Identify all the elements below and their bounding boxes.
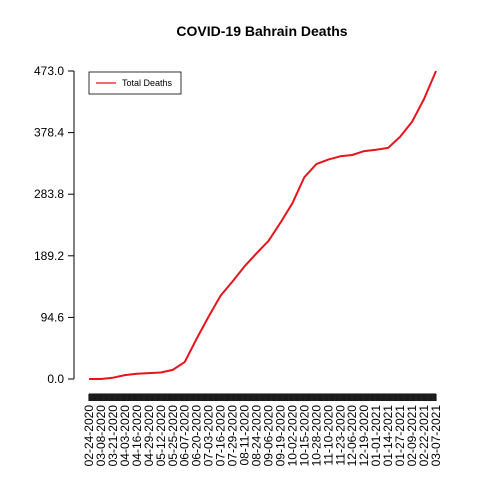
x-tick-label: 04-16-2020 [130, 405, 144, 467]
x-tick-label: 04-03-2020 [118, 405, 132, 467]
y-tick-label: 189.2 [34, 249, 64, 263]
legend-entry-total-deaths: Total Deaths [122, 78, 173, 88]
x-tick-label: 12-06-2020 [345, 405, 359, 467]
y-axis: 0.0 94.6 189.2 283.8 378.4 473.0 [34, 64, 75, 386]
x-tick-label: 03-08-2020 [94, 405, 108, 467]
y-tick-label: 473.0 [34, 64, 64, 78]
x-tick-label: 05-25-2020 [166, 405, 180, 467]
x-tick-label: 04-29-2020 [142, 405, 156, 467]
x-tick-label: 02-22-2021 [417, 405, 431, 467]
y-tick-label: 378.4 [34, 126, 64, 140]
series-layer [89, 70, 437, 380]
y-tick-label: 283.8 [34, 187, 64, 201]
x-axis: 02-24-202003-08-202003-21-202004-03-2020… [82, 393, 443, 467]
series-line-total-deaths [89, 70, 437, 380]
x-tick-label: 10-02-2020 [285, 405, 299, 467]
y-tick-label: 94.6 [41, 310, 65, 324]
x-tick-label: 03-21-2020 [106, 405, 120, 467]
x-tick-label: 02-24-2020 [82, 405, 96, 467]
chart-title: COVID-19 Bahrain Deaths [176, 23, 347, 39]
x-tick-label: 05-12-2020 [154, 405, 168, 467]
x-tick-label: 08-24-2020 [250, 405, 264, 467]
x-tick-label: 01-27-2021 [393, 405, 407, 467]
x-tick-label: 10-28-2020 [309, 405, 323, 467]
x-tick-label: 03-07-2021 [429, 405, 443, 467]
x-tick-label: 09-19-2020 [273, 405, 287, 467]
x-tick-label: 11-23-2020 [333, 405, 347, 466]
x-tick-label: 11-10-2020 [321, 405, 335, 466]
x-tick-label: 08-11-2020 [238, 405, 252, 466]
legend-box [88, 71, 182, 95]
x-tick-label: 01-01-2021 [369, 405, 383, 467]
y-tick-label: 0.0 [47, 372, 64, 386]
x-tick-label: 12-19-2020 [357, 405, 371, 467]
x-tick-label: 01-14-2021 [381, 405, 395, 467]
x-tick-label: 07-03-2020 [202, 405, 216, 467]
x-tick-label: 07-16-2020 [214, 405, 228, 467]
x-tick-label: 09-06-2020 [261, 405, 275, 467]
x-tick-label: 06-07-2020 [178, 405, 192, 467]
x-tick-label: 02-09-2021 [405, 405, 419, 467]
x-tick-label: 07-29-2020 [226, 405, 240, 467]
x-tick-label: 10-15-2020 [297, 405, 311, 467]
legend: Total Deaths [88, 71, 182, 95]
x-tick-label: 06-20-2020 [190, 405, 204, 467]
